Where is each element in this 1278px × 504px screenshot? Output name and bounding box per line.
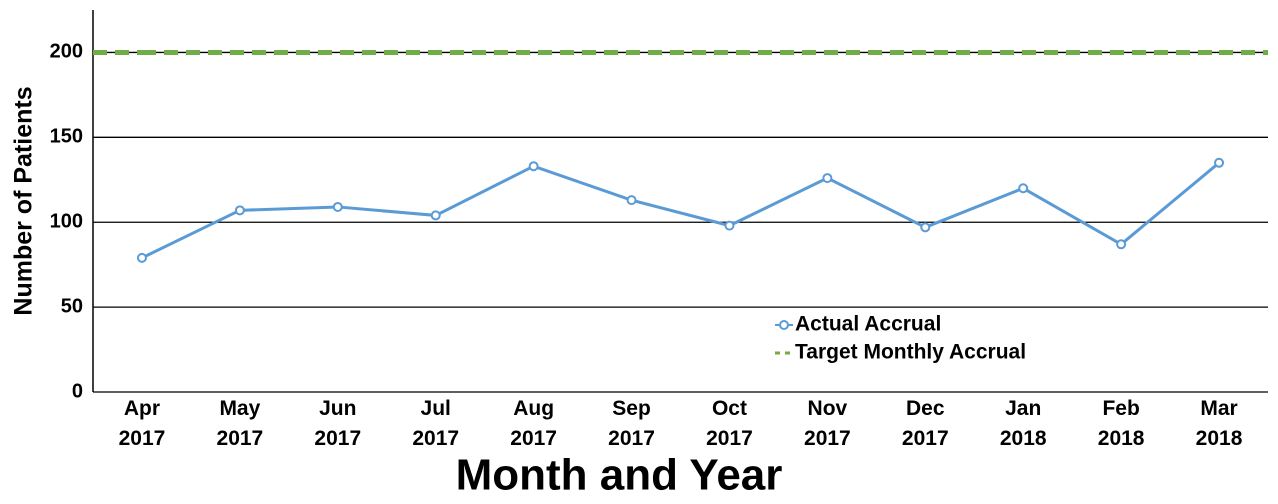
x-tick-label: Jan 2018 [999,397,1047,450]
x-tick-label: Jul 2017 [412,397,460,450]
series-line [141,161,1220,260]
y-axis-label: Number of Patients [10,86,38,315]
legend-label: Target Monthly Accrual [795,341,1026,364]
y-tick-label: 50 [61,295,83,317]
point [822,173,833,184]
x-tick-label: Apr 2017 [118,397,166,450]
point [1018,183,1029,194]
y-tick-label: 100 [50,211,83,233]
legend-swatch [779,320,789,330]
y-tick-label: 200 [50,41,83,63]
y-tick-label: 0 [72,380,83,402]
x-tick-label: Nov 2017 [804,397,851,450]
x-tick-label: Feb 2018 [1097,397,1145,450]
x-tick-label: Oct 2017 [706,397,753,450]
point [1214,157,1225,168]
point [920,222,931,233]
x-tick-label: Jun 2017 [314,397,362,450]
legend-label: Actual Accrual [795,313,941,336]
x-tick-label: Mar 2018 [1195,397,1243,450]
point [234,205,245,216]
x-axis-label: Month and Year [456,451,783,500]
point [332,201,343,212]
point [430,210,441,221]
point [626,195,637,206]
point [1116,239,1127,250]
x-tick-label: Aug 2017 [510,397,557,450]
point [528,161,539,172]
point [136,252,147,263]
y-tick-label: 150 [50,126,83,148]
x-tick-label: May 2017 [216,397,264,450]
point [724,220,735,231]
x-tick-label: Dec 2017 [901,397,949,450]
x-tick-label: Sep 2017 [608,397,655,450]
